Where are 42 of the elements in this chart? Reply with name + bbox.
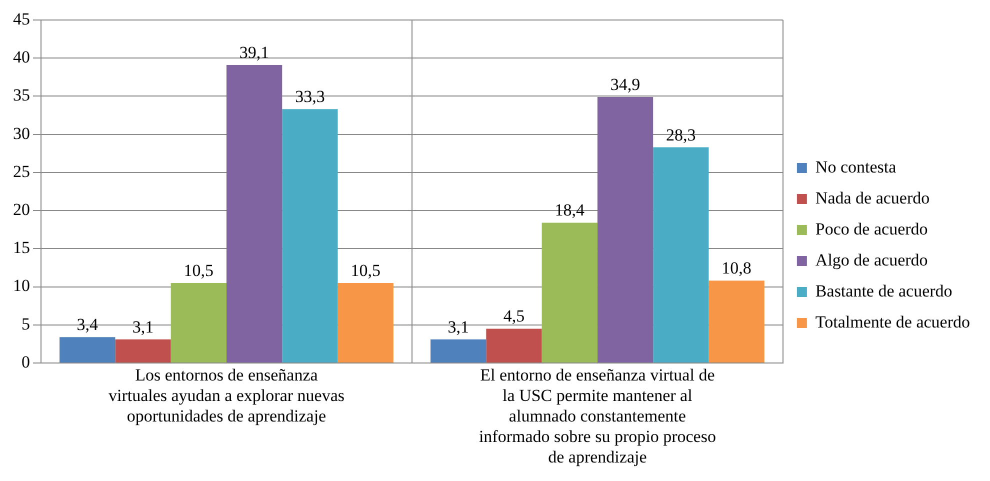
y-tick-label: 25: [13, 162, 30, 181]
data-label: 3,4: [76, 315, 98, 334]
bar: [60, 337, 116, 362]
data-label: 10,5: [184, 260, 214, 280]
x-tick-label: El entorno de enseñanza virtual de la USC permite mantener al alumnado constantemente informado sobre su propio proceso de aprendizaje: [478, 366, 716, 466]
y-tick-label: 45: [13, 9, 30, 28]
bar: [282, 109, 338, 362]
bar: [653, 147, 709, 362]
y-tick-label: 10: [13, 276, 30, 296]
data-label: 33,3: [295, 87, 325, 106]
legend-label: Algo de acuerdo: [815, 250, 928, 270]
data-label: 10,5: [350, 260, 380, 280]
legend-label: Bastante de acuerdo: [815, 281, 952, 300]
data-label: 34,9: [610, 74, 640, 94]
legend-label: No contesta: [815, 157, 897, 176]
y-tick-label: 20: [13, 200, 30, 220]
bar: [708, 280, 764, 362]
legend-label: Nada de acuerdo: [815, 188, 930, 208]
data-label: 4,5: [503, 306, 525, 326]
data-label: 3,1: [448, 317, 469, 336]
y-tick-label: 30: [13, 124, 30, 143]
legend-label: Totalmente de acuerdo: [815, 312, 970, 332]
data-label: 18,4: [554, 200, 585, 220]
bar: [115, 339, 171, 362]
y-tick-label: 40: [13, 48, 30, 67]
bar: [542, 222, 598, 362]
bar: [338, 282, 394, 362]
data-label: 3,1: [132, 317, 154, 336]
bar: [226, 64, 282, 362]
y-tick-label: 15: [13, 238, 30, 258]
y-tick-label: 35: [13, 86, 30, 105]
data-label: 10,8: [722, 258, 752, 278]
data-label: 28,3: [666, 125, 696, 144]
data-label: 39,1: [239, 42, 270, 62]
bar: [170, 282, 226, 362]
bar: [597, 96, 654, 362]
y-tick-label: 0: [22, 352, 30, 372]
x-tick-label: Los entornos de enseñanza virtuales ayudan a explorar nuevas oportunidades de aprendizaje: [108, 366, 344, 426]
legend-label: Poco de acuerdo: [815, 219, 928, 238]
bar: [486, 328, 542, 362]
y-tick-label: 5: [22, 314, 30, 334]
bar: [430, 339, 486, 362]
